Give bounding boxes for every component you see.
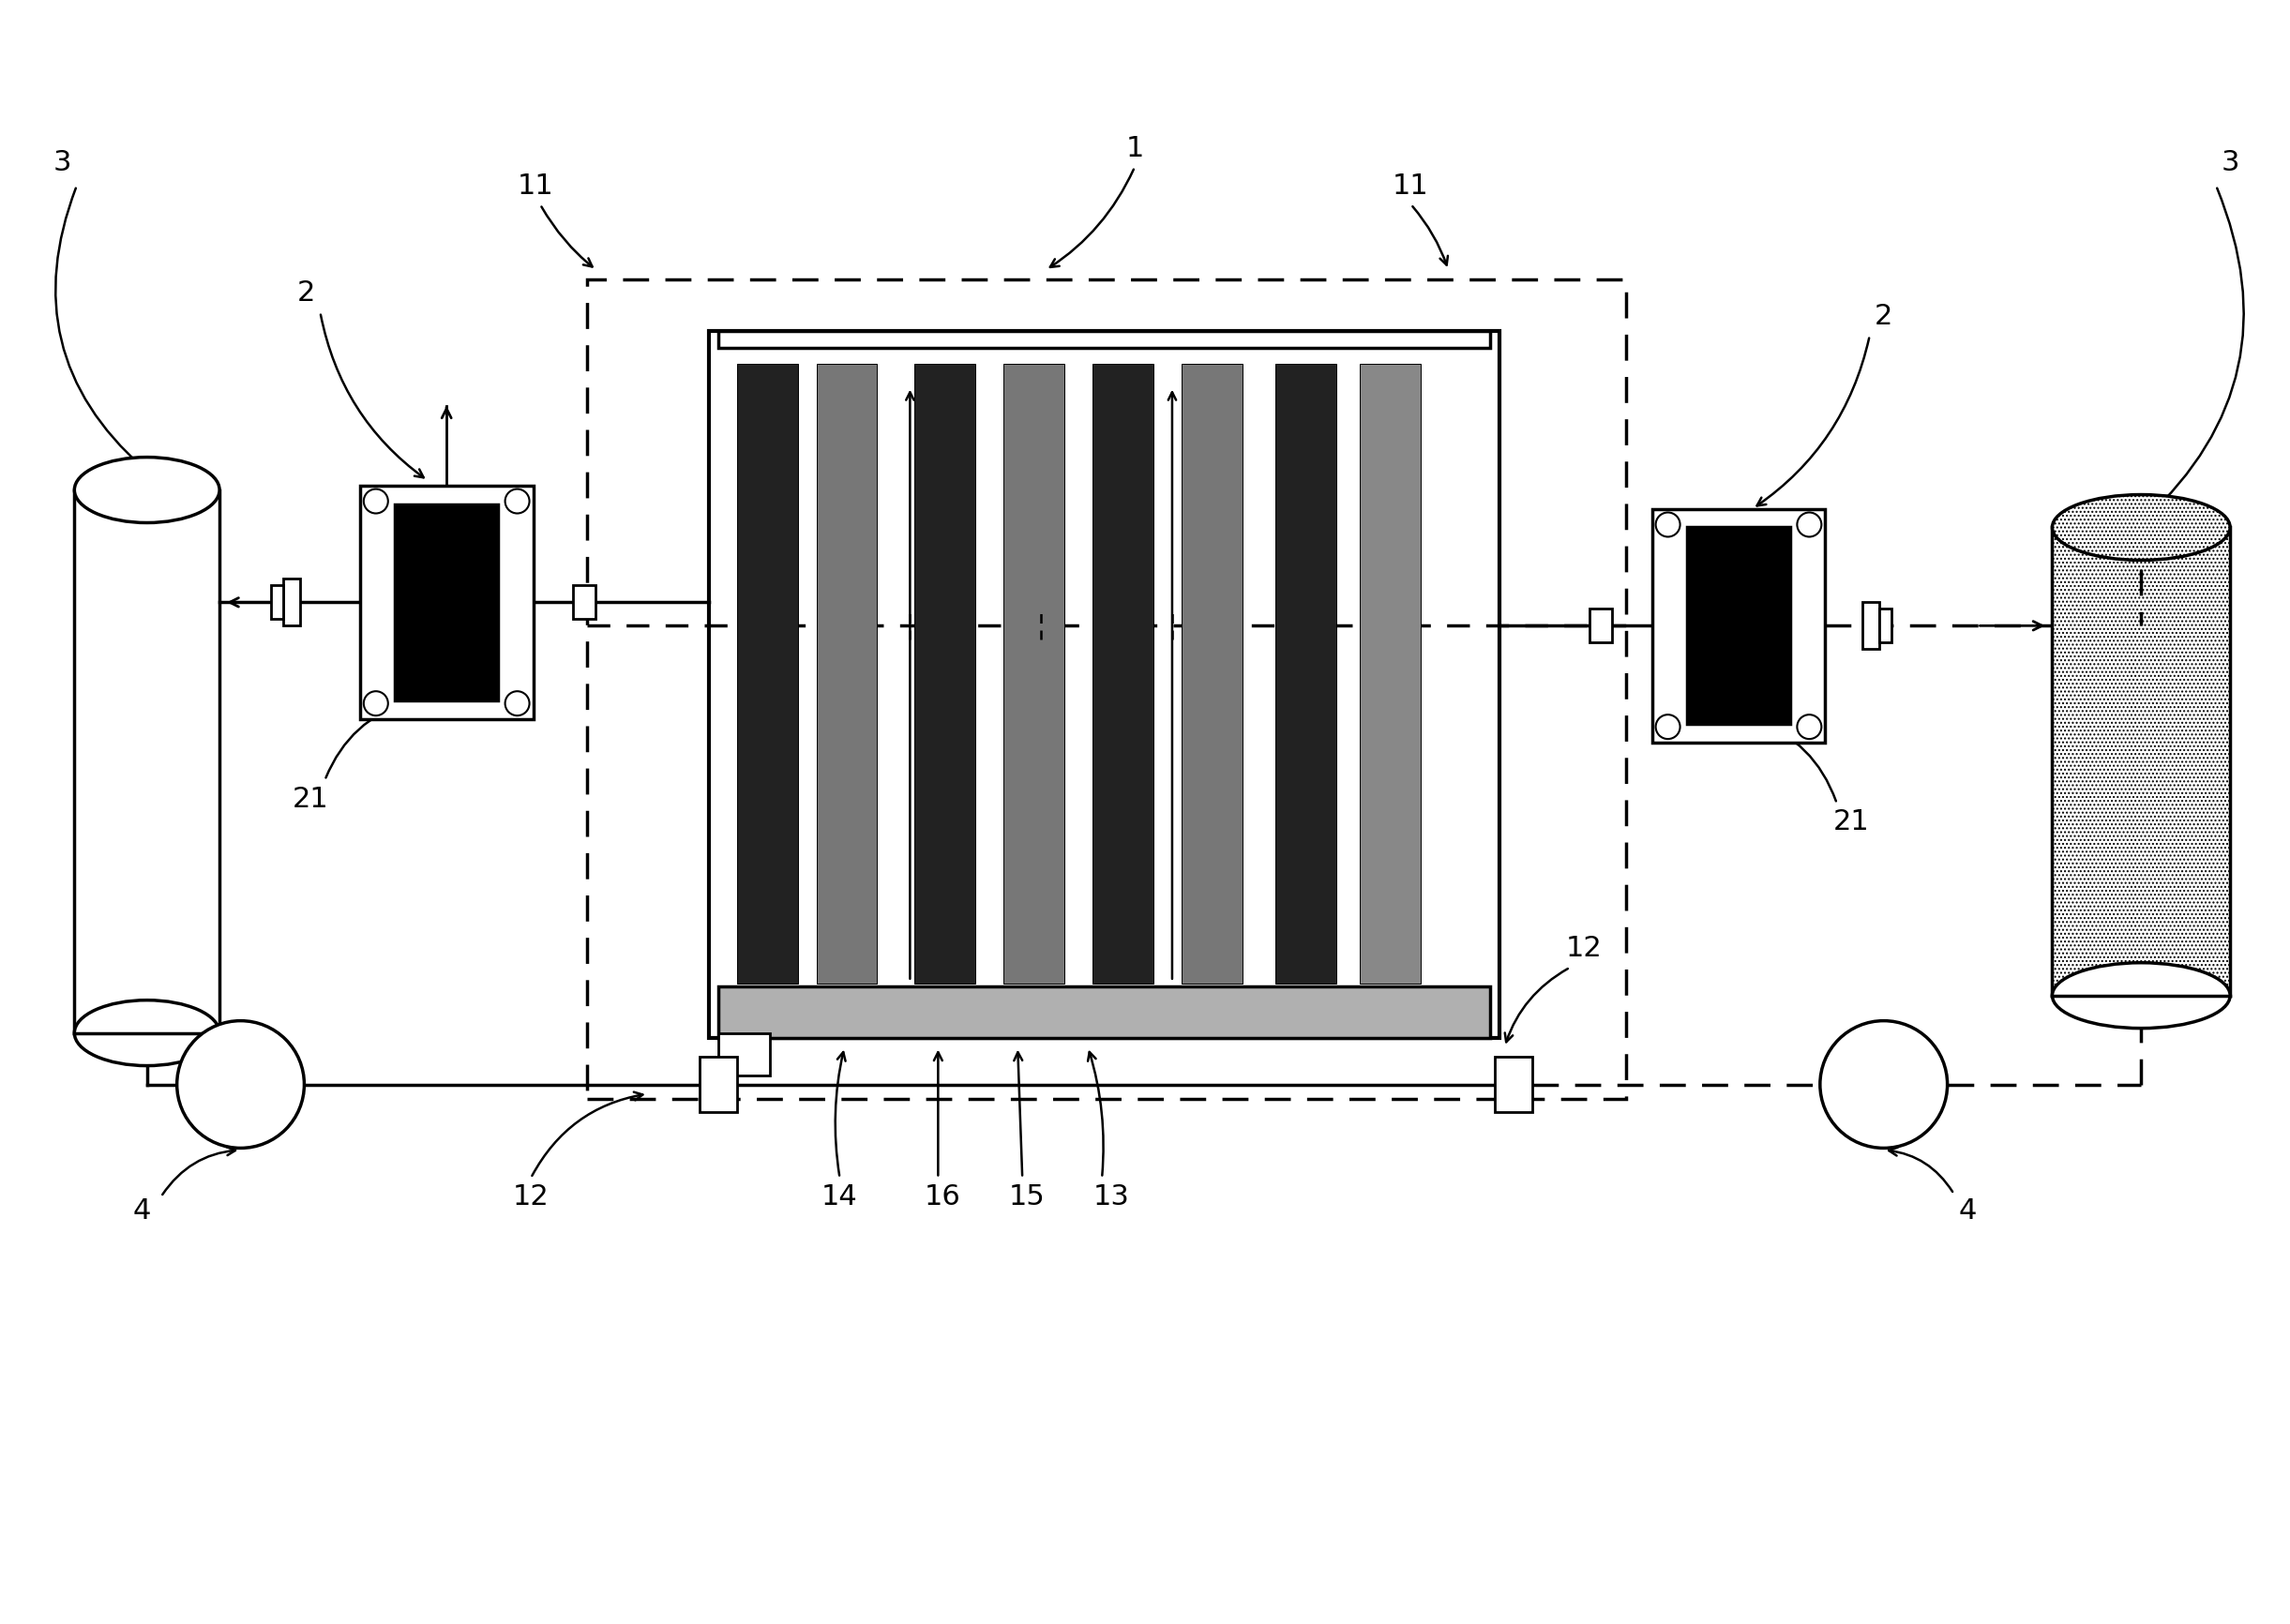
Text: 13: 13 <box>1092 1184 1129 1210</box>
Text: 21: 21 <box>1832 809 1869 836</box>
Circle shape <box>364 692 387 716</box>
Text: 3: 3 <box>53 149 71 175</box>
Circle shape <box>1656 715 1681 739</box>
Bar <box>586 279 1626 1098</box>
Text: 2: 2 <box>1876 304 1894 330</box>
Bar <box>815 364 877 983</box>
Bar <box>1651 508 1825 742</box>
Bar <box>719 986 1491 1038</box>
Bar <box>719 331 1491 348</box>
Ellipse shape <box>73 1000 220 1065</box>
Circle shape <box>506 489 529 513</box>
Bar <box>708 331 1500 1038</box>
Text: 12: 12 <box>513 1184 550 1210</box>
Bar <box>73 490 220 1033</box>
Text: 21: 21 <box>293 786 330 812</box>
Circle shape <box>1821 1021 1946 1148</box>
Circle shape <box>364 489 387 513</box>
Bar <box>1862 603 1880 650</box>
Ellipse shape <box>2052 963 2230 1028</box>
Bar <box>1880 609 1892 643</box>
Bar <box>1092 364 1154 983</box>
Bar <box>396 503 497 700</box>
Bar <box>698 1056 737 1112</box>
Text: 11: 11 <box>518 172 554 200</box>
Bar <box>737 364 797 983</box>
Circle shape <box>506 692 529 716</box>
Bar <box>1276 364 1335 983</box>
Ellipse shape <box>73 458 220 523</box>
Text: 2: 2 <box>298 279 316 307</box>
Bar <box>1495 1056 1532 1112</box>
Circle shape <box>1798 715 1821 739</box>
Bar <box>1589 609 1612 643</box>
Text: 12: 12 <box>1566 935 1603 963</box>
Text: 14: 14 <box>822 1184 859 1210</box>
Text: 15: 15 <box>1010 1184 1044 1210</box>
Text: 16: 16 <box>925 1184 962 1210</box>
Bar <box>1003 364 1065 983</box>
Bar <box>2052 528 2230 996</box>
Circle shape <box>1656 513 1681 538</box>
Bar <box>284 578 300 625</box>
Ellipse shape <box>2052 495 2230 560</box>
Text: 4: 4 <box>133 1197 151 1224</box>
Bar <box>572 586 595 619</box>
Text: 3: 3 <box>2221 149 2240 175</box>
Circle shape <box>176 1021 305 1148</box>
Bar <box>273 586 284 619</box>
Bar <box>1688 528 1791 724</box>
Bar <box>1360 364 1420 983</box>
Bar <box>360 486 534 719</box>
Text: 11: 11 <box>1392 172 1429 200</box>
Circle shape <box>1798 513 1821 538</box>
Bar <box>914 364 976 983</box>
Bar <box>719 1033 769 1075</box>
Text: 1: 1 <box>1127 135 1143 162</box>
Text: 4: 4 <box>1958 1197 1976 1224</box>
Bar <box>1182 364 1243 983</box>
